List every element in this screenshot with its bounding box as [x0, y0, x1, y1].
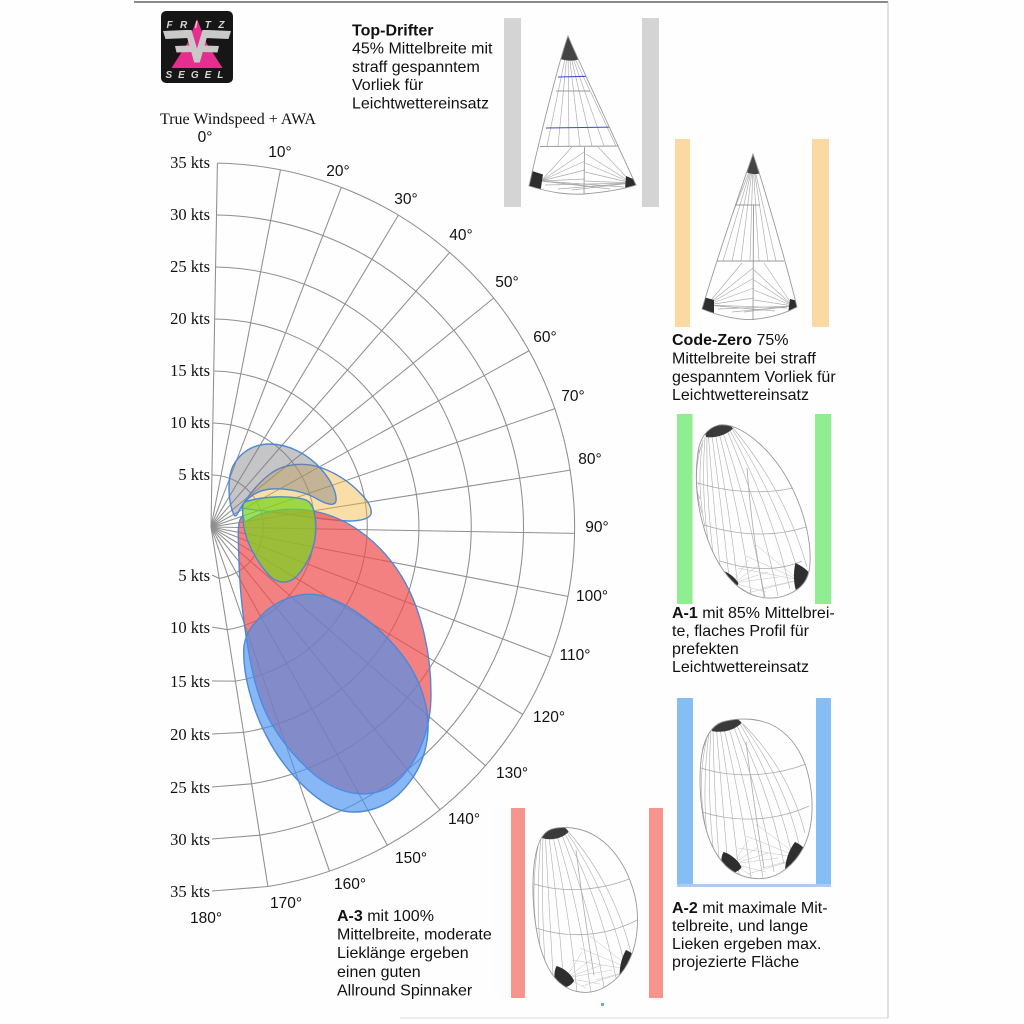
svg-text:120°: 120° — [533, 709, 565, 726]
svg-text:True Windspeed + AWA: True Windspeed + AWA — [160, 111, 316, 128]
svg-text:Leichtwettereinsatz: Leichtwettereinsatz — [352, 95, 489, 112]
svg-text:90°: 90° — [585, 519, 608, 536]
svg-text:30°: 30° — [394, 191, 417, 208]
svg-text:180°: 180° — [190, 910, 222, 927]
svg-text:20 kts: 20 kts — [170, 309, 210, 328]
svg-text:einen guten: einen guten — [337, 964, 421, 981]
svg-text:140°: 140° — [448, 811, 480, 828]
svg-text:SEGEL: SEGEL — [166, 70, 230, 81]
svg-text:Leichtwettereinsatz: Leichtwettereinsatz — [672, 659, 809, 676]
svg-text:110°: 110° — [560, 647, 591, 664]
svg-text:150°: 150° — [395, 850, 427, 867]
svg-text:0°: 0° — [198, 129, 213, 146]
svg-text:A-3 mit 100%: A-3 mit 100% — [337, 908, 434, 925]
svg-text:10 kts: 10 kts — [170, 413, 210, 432]
svg-text:gespanntem Vorliek für: gespanntem Vorliek für — [672, 369, 836, 386]
svg-text:20°: 20° — [326, 163, 349, 180]
svg-text:160°: 160° — [334, 876, 366, 893]
svg-text:telbreite, und lange: telbreite, und lange — [672, 918, 808, 935]
svg-text:te, flaches Profil für: te, flaches Profil für — [672, 623, 810, 640]
svg-text:5 kts: 5 kts — [178, 566, 210, 585]
svg-text:25 kts: 25 kts — [170, 257, 210, 276]
svg-text:10°: 10° — [268, 144, 291, 161]
svg-text:prefekten: prefekten — [672, 641, 739, 658]
svg-text:Top-Drifter: Top-Drifter — [352, 23, 433, 40]
svg-text:Lieklänge ergeben: Lieklänge ergeben — [337, 945, 469, 962]
svg-text:straff gespanntem: straff gespanntem — [352, 59, 480, 76]
svg-text:Lieken ergeben max.: Lieken ergeben max. — [672, 936, 821, 953]
svg-text:45% Mittelbreite mit: 45% Mittelbreite mit — [352, 41, 493, 58]
svg-text:40°: 40° — [449, 227, 472, 244]
svg-text:35 kts: 35 kts — [170, 882, 210, 901]
svg-text:Mittelbreite, moderate: Mittelbreite, moderate — [337, 927, 492, 944]
svg-text:A-1 mit 85% Mittelbrei-: A-1 mit 85% Mittelbrei- — [672, 605, 835, 622]
svg-text:35 kts: 35 kts — [170, 153, 210, 172]
svg-text:60°: 60° — [533, 329, 556, 346]
svg-text:projezierte Fläche: projezierte Fläche — [672, 954, 799, 971]
svg-text:170°: 170° — [270, 895, 302, 912]
svg-text:Mittelbreite bei straff: Mittelbreite bei straff — [672, 350, 816, 367]
svg-text:100°: 100° — [576, 588, 608, 605]
svg-text:30 kts: 30 kts — [170, 205, 210, 224]
svg-text:5 kts: 5 kts — [178, 465, 210, 484]
svg-text:Allround Spinnaker: Allround Spinnaker — [337, 982, 473, 999]
svg-text:Vorliek für: Vorliek für — [352, 77, 424, 94]
svg-text:Leichtwettereinsatz: Leichtwettereinsatz — [672, 387, 809, 404]
svg-text:FRITZ: FRITZ — [167, 20, 232, 31]
svg-text:80°: 80° — [578, 451, 601, 468]
svg-text:70°: 70° — [561, 388, 584, 405]
svg-text:30 kts: 30 kts — [170, 830, 210, 849]
svg-text:15 kts: 15 kts — [170, 672, 210, 691]
svg-text:10 kts: 10 kts — [170, 618, 210, 637]
svg-text:Code-Zero 75%: Code-Zero 75% — [672, 332, 788, 349]
svg-text:20 kts: 20 kts — [170, 725, 210, 744]
svg-text:A-2 mit maximale Mit-: A-2 mit maximale Mit- — [672, 900, 828, 917]
svg-text:15 kts: 15 kts — [170, 361, 210, 380]
svg-text:130°: 130° — [496, 765, 528, 782]
svg-text:25 kts: 25 kts — [170, 778, 210, 797]
svg-text:50°: 50° — [495, 274, 518, 291]
